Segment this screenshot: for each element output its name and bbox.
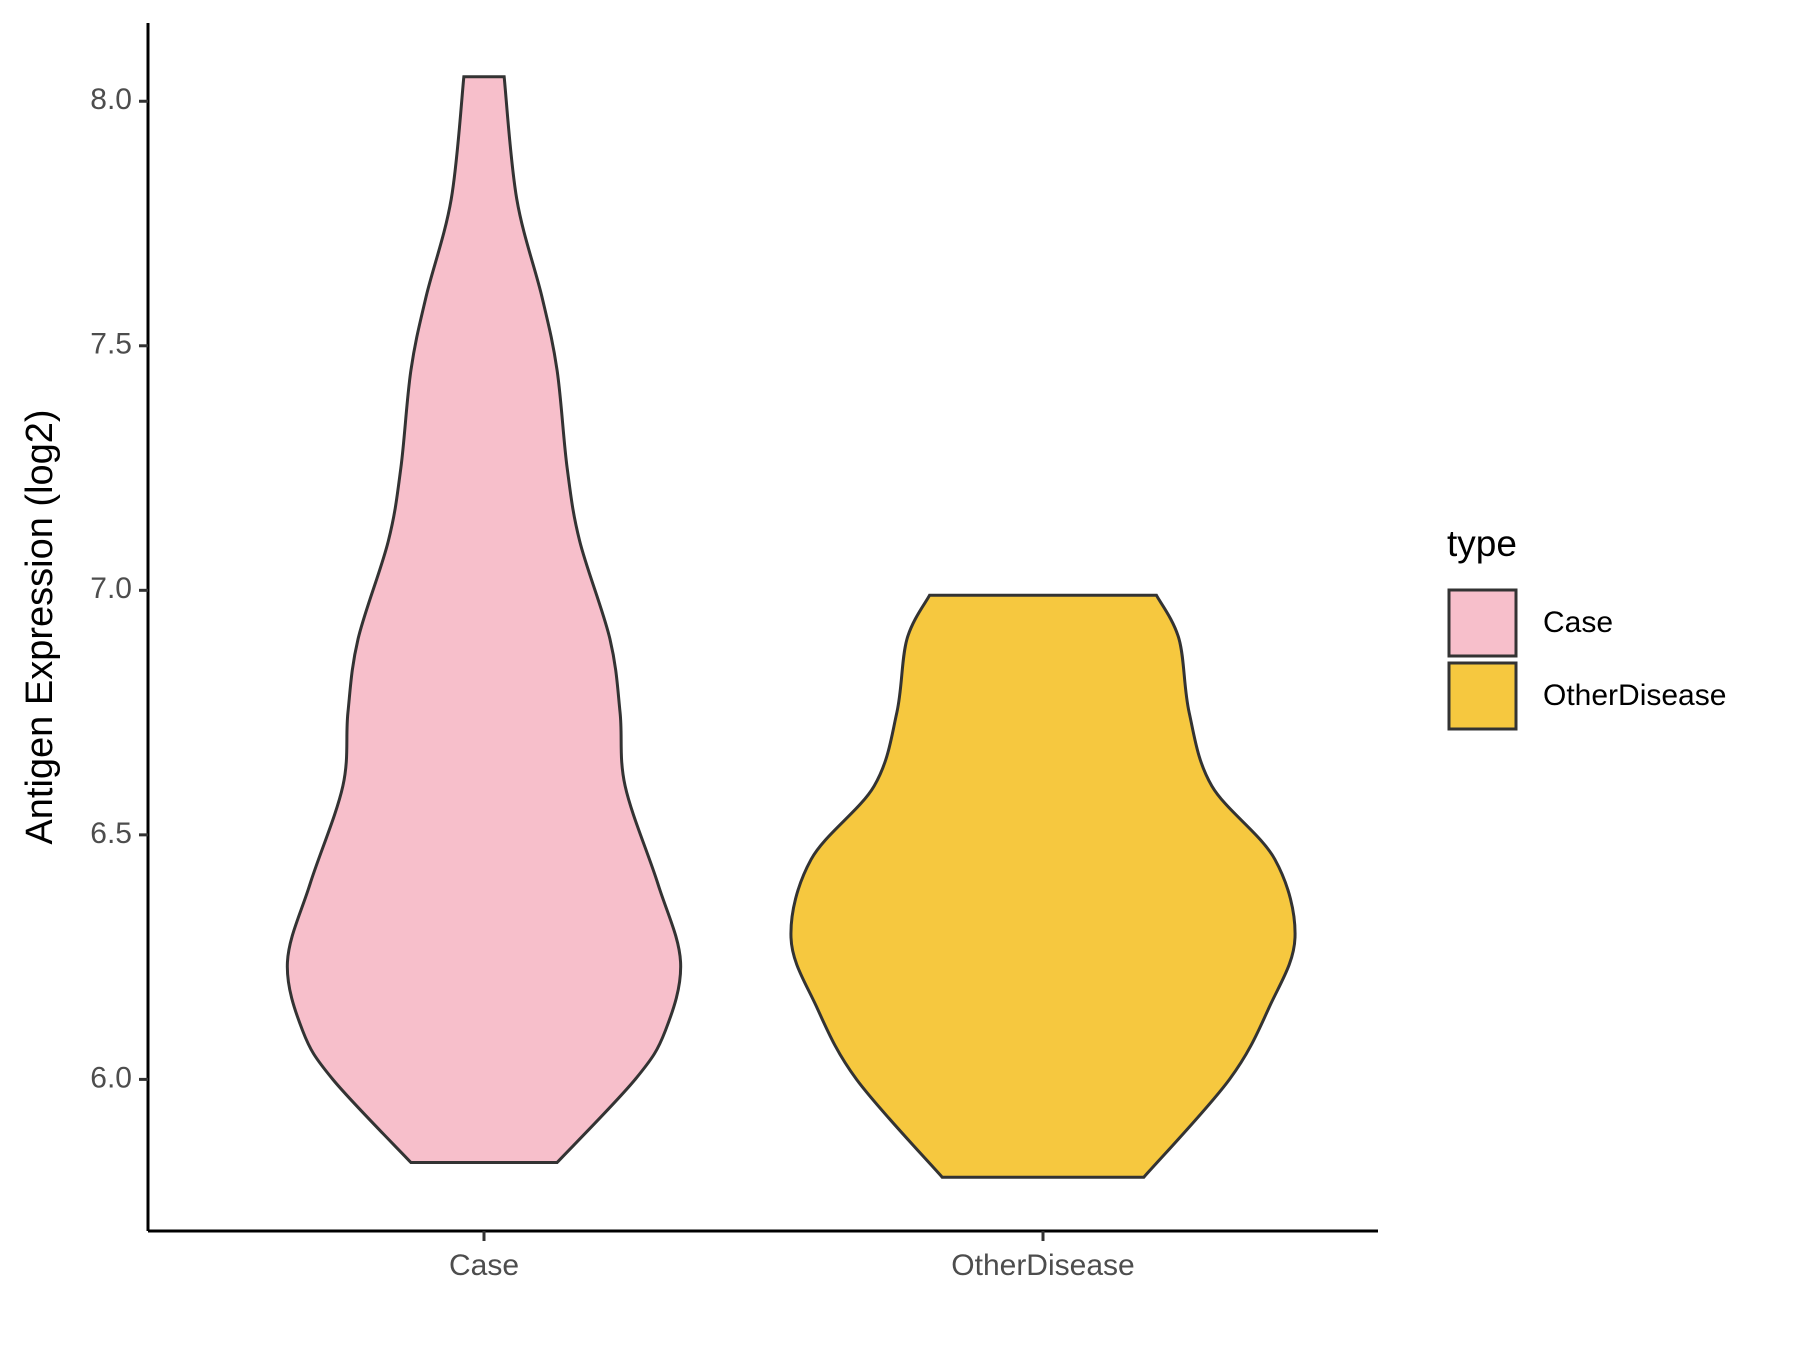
x-tick-label: OtherDisease [951, 1249, 1134, 1282]
legend-label: OtherDisease [1543, 679, 1726, 712]
y-tick-label: 8.0 [90, 83, 132, 116]
y-tick-label: 7.0 [90, 572, 132, 605]
y-axis-title: Antigen Expression (log2) [19, 409, 61, 844]
y-tick-label: 6.5 [90, 817, 132, 850]
legend-swatch [1447, 588, 1518, 658]
violin [789, 593, 1297, 1179]
legend-label: Case [1543, 606, 1613, 639]
legend-title: type [1447, 523, 1517, 564]
x-tick-label: Case [449, 1249, 519, 1282]
violin [285, 75, 683, 1165]
legend-swatch [1447, 661, 1518, 731]
y-tick-label: 7.5 [90, 328, 132, 361]
y-tick-label: 6.0 [90, 1061, 132, 1094]
